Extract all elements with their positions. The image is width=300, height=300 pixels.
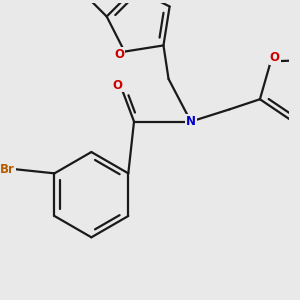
Text: O: O: [113, 79, 123, 92]
Text: Br: Br: [0, 163, 15, 176]
Text: N: N: [186, 115, 196, 128]
Text: O: O: [115, 48, 124, 61]
Text: O: O: [270, 51, 280, 64]
